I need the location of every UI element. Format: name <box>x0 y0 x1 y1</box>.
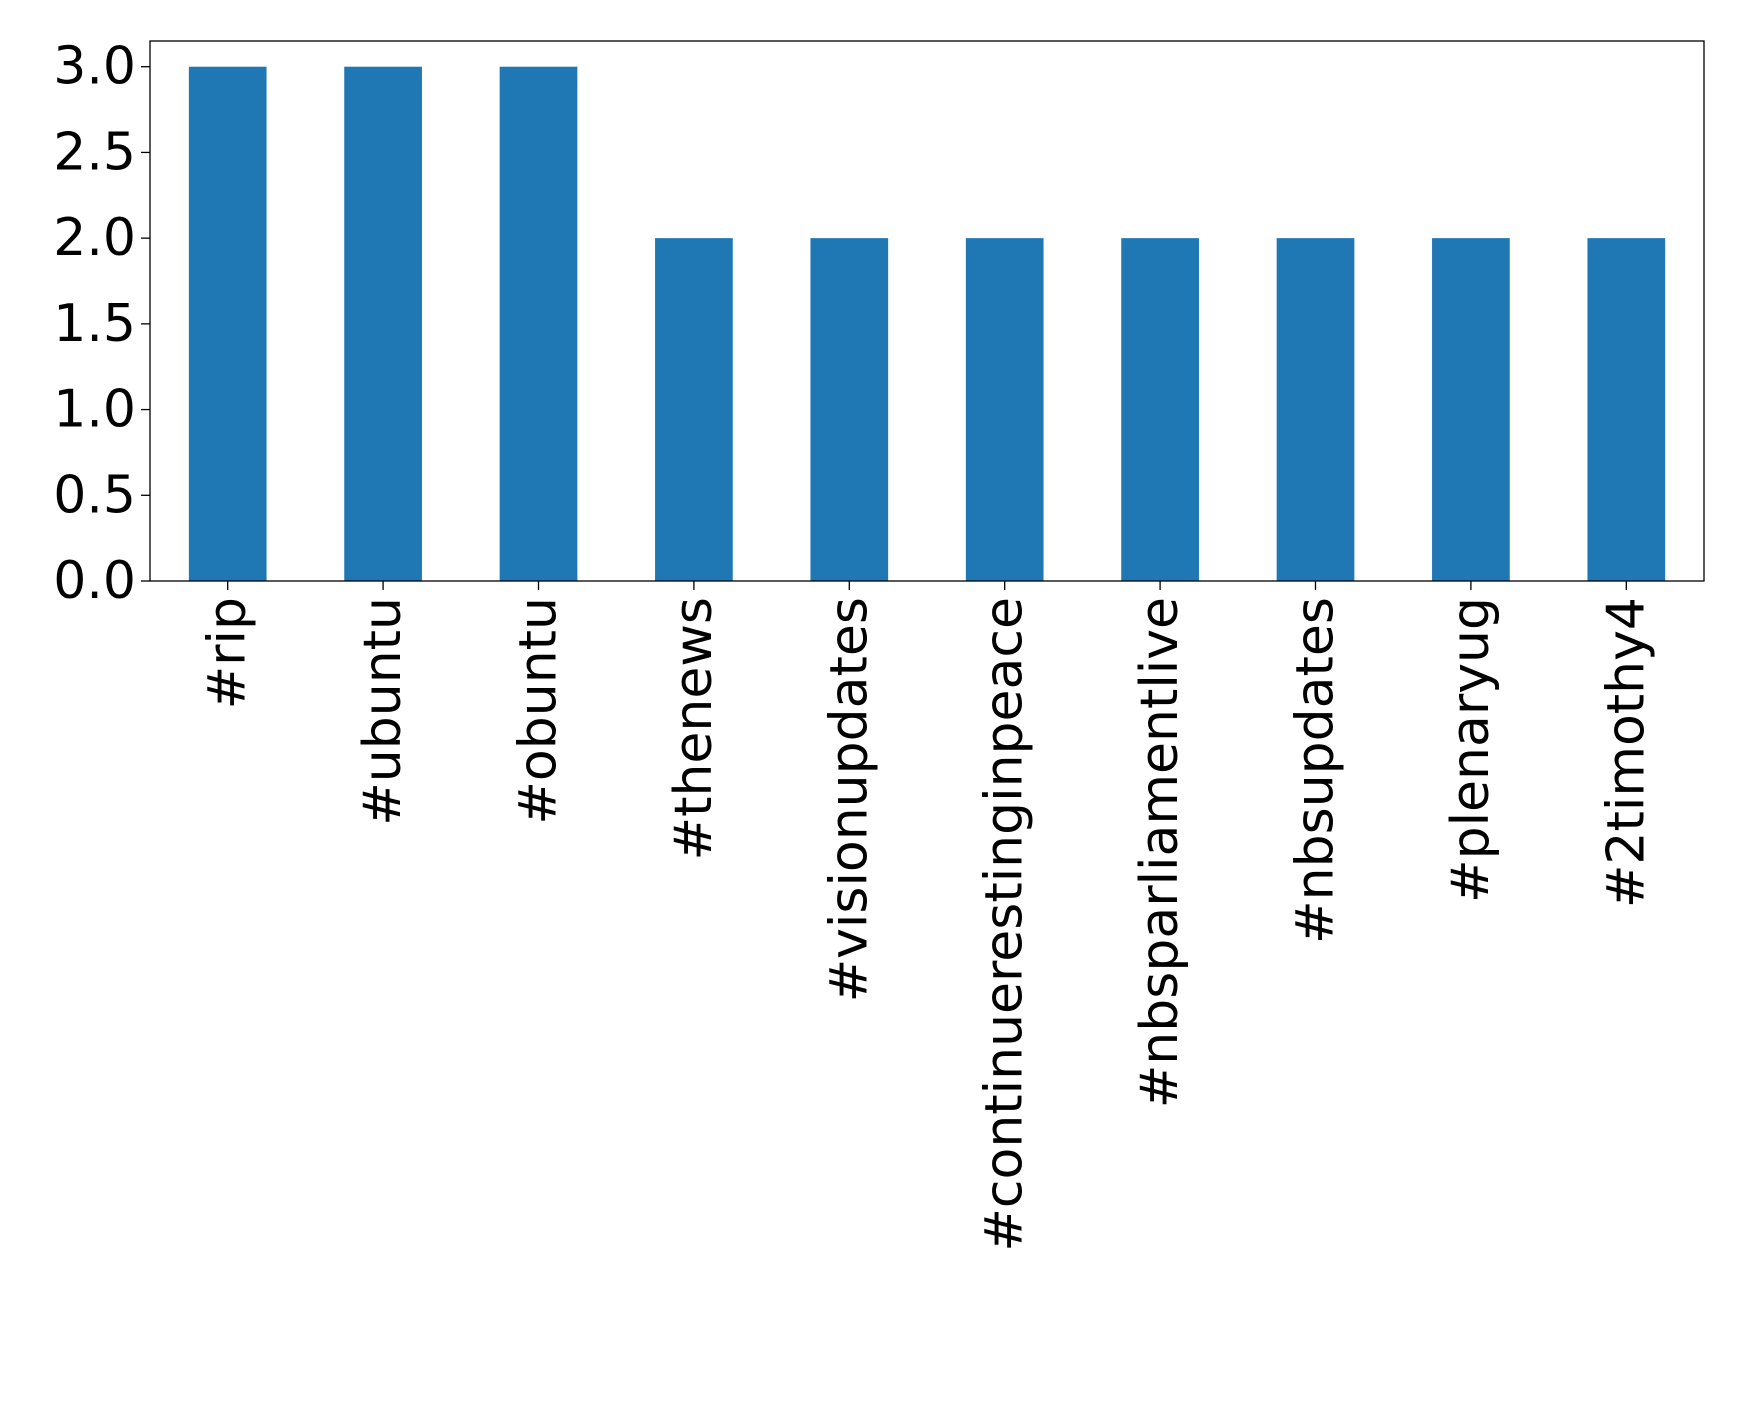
bar <box>344 66 422 581</box>
x-tick-label: #visionupdates <box>819 597 879 1002</box>
x-tick-label: #rip <box>198 597 258 709</box>
x-tick-label: #thenews <box>664 597 724 860</box>
x-tick-label: #continuerestinginpeace <box>975 597 1035 1252</box>
bar <box>1587 238 1666 581</box>
y-axis: 0.0 0.5 1.0 1.5 2.0 2.5 3.0 <box>53 37 150 611</box>
y-tick-label: 1.0 <box>53 380 136 440</box>
y-tick-label: 2.0 <box>53 208 136 268</box>
bars-layer <box>188 66 1666 581</box>
bar <box>655 238 733 581</box>
bar <box>965 238 1044 581</box>
bar <box>1121 238 1199 581</box>
x-tick-label: #2timothy4 <box>1596 597 1656 908</box>
y-tick-label: 1.5 <box>53 294 136 354</box>
bar <box>1276 238 1355 581</box>
x-tick-label: #plenaryug <box>1441 597 1501 903</box>
x-tick-label: #ubuntu <box>353 597 413 826</box>
y-tick-label: 2.5 <box>53 122 136 182</box>
bar <box>499 66 578 581</box>
bar <box>810 238 889 581</box>
bar <box>188 66 267 581</box>
x-axis: #rip #ubuntu #obuntu #thenews #visionupdates… <box>198 581 1656 1252</box>
plot-frame <box>149 40 1705 582</box>
x-tick-label: #nbsupdates <box>1286 597 1346 944</box>
y-tick-label: 0.0 <box>53 551 136 611</box>
x-tick-label: #nbsparliamentlive <box>1130 597 1190 1108</box>
x-tick-label: #obuntu <box>509 597 569 825</box>
bar <box>1432 238 1510 581</box>
y-tick-label: 0.5 <box>53 465 136 525</box>
y-tick-label: 3.0 <box>53 37 136 97</box>
